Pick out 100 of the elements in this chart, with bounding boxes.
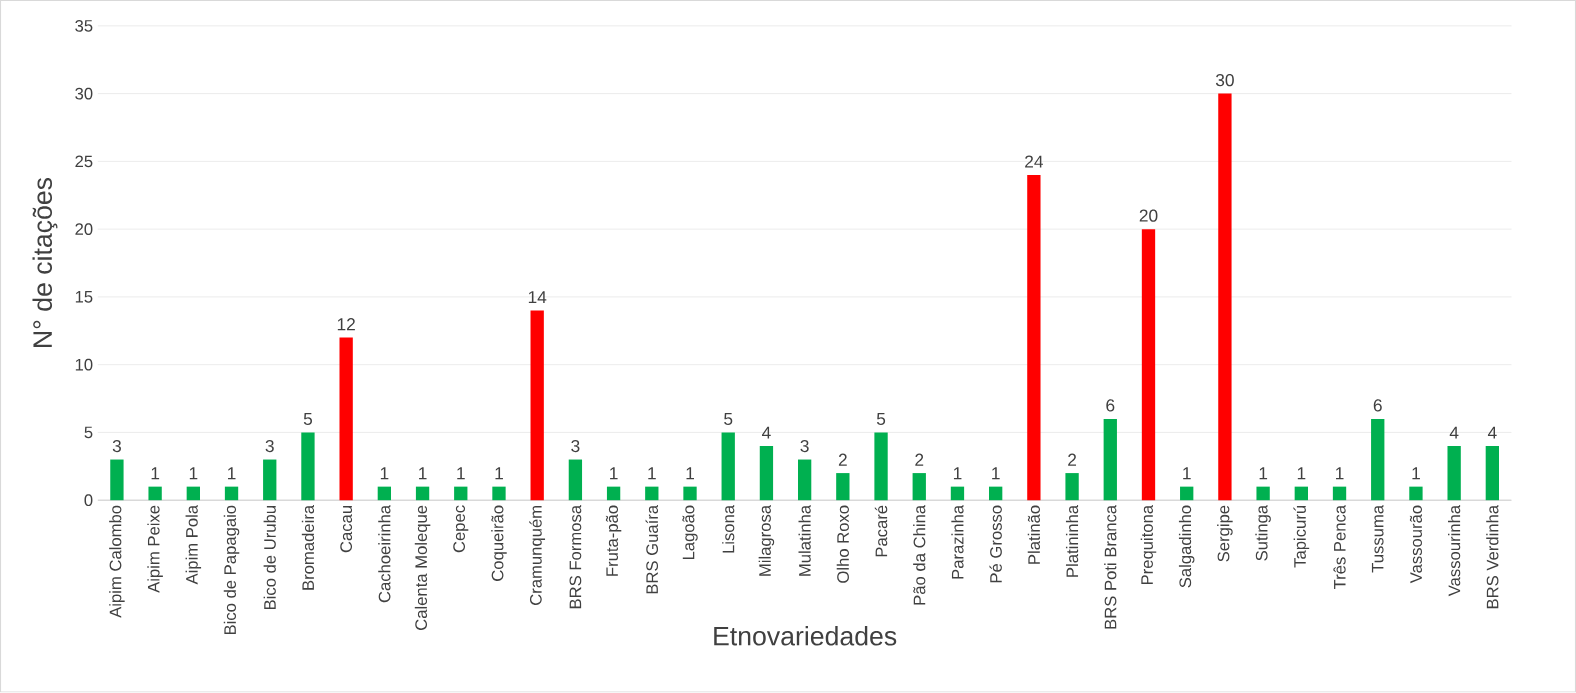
x-tick-label: Sutinga — [1255, 505, 1271, 561]
data-label: 1 — [1183, 467, 1191, 480]
x-tick-label: Cachoeirinha — [378, 505, 391, 603]
data-label: 1 — [457, 467, 465, 480]
bar — [759, 446, 774, 501]
data-label: 4 — [762, 426, 771, 439]
data-label: 2 — [838, 453, 847, 466]
x-axis-title: Etnovariedades — [714, 626, 897, 646]
bar — [874, 432, 888, 501]
bar — [263, 459, 277, 501]
data-label: 6 — [1373, 399, 1382, 412]
bar — [530, 310, 544, 501]
data-label: 1 — [419, 467, 427, 480]
bar — [836, 473, 850, 501]
data-label: 3 — [265, 440, 274, 453]
data-label: 4 — [1487, 426, 1497, 439]
data-label: 5 — [303, 413, 313, 426]
x-tick-label: Pacaré — [874, 505, 888, 557]
bar — [377, 486, 392, 501]
y-tick-label: 10 — [75, 358, 93, 371]
data-label: 1 — [1336, 467, 1344, 480]
data-label: 1 — [686, 467, 694, 480]
bar — [568, 459, 583, 501]
x-tick-label: Platinão — [1027, 505, 1040, 564]
bar — [606, 486, 621, 501]
bar — [683, 486, 697, 501]
data-label: 1 — [953, 467, 962, 480]
y-axis-title: N° de citações — [32, 178, 58, 348]
x-tick-label: Vassourão — [1409, 505, 1422, 584]
x-tick-label: Bico de Papagaio — [223, 505, 240, 635]
bar — [1332, 486, 1347, 501]
data-label: 6 — [1106, 399, 1115, 412]
bar — [1294, 486, 1308, 501]
data-label: 1 — [1412, 467, 1420, 480]
x-tick-label: Parazinha — [951, 505, 964, 579]
y-tick-label: 25 — [75, 155, 93, 168]
x-tick-label: Tussuma — [1371, 505, 1384, 573]
data-label: 1 — [992, 467, 1000, 480]
x-tick-label: BRS Formosa — [569, 505, 582, 609]
data-label: 1 — [228, 467, 236, 480]
bar — [148, 486, 162, 501]
x-tick-label: Olho Roxo — [836, 505, 849, 583]
x-tick-label: Bromadeira — [301, 505, 315, 590]
x-tick-label: Pão da China — [913, 505, 926, 605]
bar — [224, 486, 239, 501]
bar — [1485, 446, 1500, 501]
bar — [1103, 419, 1117, 501]
bar — [950, 486, 965, 501]
x-tick-label: Três Penca — [1333, 505, 1346, 590]
bar — [912, 473, 926, 501]
bar — [1065, 473, 1079, 501]
x-tick-label: Aipim Peixe — [147, 505, 163, 593]
data-label: 30 — [1215, 74, 1234, 87]
x-tick-label: BRS Guaíra — [645, 505, 659, 594]
bar — [1180, 486, 1194, 501]
data-label: 1 — [1259, 467, 1268, 480]
x-tick-label: BRS Poti Branca — [1104, 505, 1117, 629]
bar — [721, 432, 735, 501]
bar — [186, 486, 200, 501]
data-label: 1 — [495, 467, 503, 480]
x-tick-label: Cacau — [340, 506, 353, 553]
data-label: 4 — [1449, 426, 1459, 439]
bar — [1371, 419, 1385, 501]
x-tick-label: Bico de Urubu — [263, 506, 276, 610]
x-tick-label: Aipim Calombo — [109, 505, 125, 618]
data-label: 3 — [112, 440, 121, 453]
y-tick-label: 0 — [84, 494, 93, 507]
data-label: 1 — [648, 467, 656, 480]
x-tick-label: Vassourinha — [1448, 505, 1461, 597]
y-tick-label: 35 — [75, 20, 93, 32]
x-tick-label: Salgadinho — [1178, 505, 1195, 588]
data-label: 1 — [380, 467, 389, 480]
bar — [1027, 175, 1041, 501]
bar — [1256, 486, 1270, 501]
data-label: 5 — [876, 413, 886, 426]
bar — [1141, 229, 1156, 501]
bar — [797, 459, 812, 501]
x-tick-label: Cramunquém — [529, 506, 546, 606]
x-tick-label: Pé Grosso — [989, 505, 1002, 583]
x-tick-label: Sergipe — [1217, 505, 1233, 562]
data-label: 1 — [610, 467, 618, 480]
data-label: 5 — [724, 413, 733, 426]
x-tick-label: Lisona — [722, 505, 735, 553]
data-label: 20 — [1139, 209, 1158, 222]
data-label: 1 — [151, 467, 160, 480]
y-tick-label: 30 — [75, 87, 93, 100]
x-tick-label: Aipim Pola — [185, 505, 202, 585]
bar — [1447, 446, 1461, 501]
bar — [492, 486, 506, 501]
data-label: 12 — [337, 318, 355, 331]
bar — [110, 459, 124, 501]
x-tick-label: Coqueirão — [491, 505, 507, 582]
bar — [1409, 486, 1423, 501]
y-tick-label: 15 — [75, 291, 93, 303]
data-label: 2 — [915, 453, 924, 466]
data-label: 14 — [528, 291, 547, 304]
data-label: 24 — [1025, 155, 1043, 168]
bar — [454, 486, 468, 501]
data-label: 1 — [189, 467, 198, 480]
x-tick-label: Mulatinha — [798, 505, 811, 576]
